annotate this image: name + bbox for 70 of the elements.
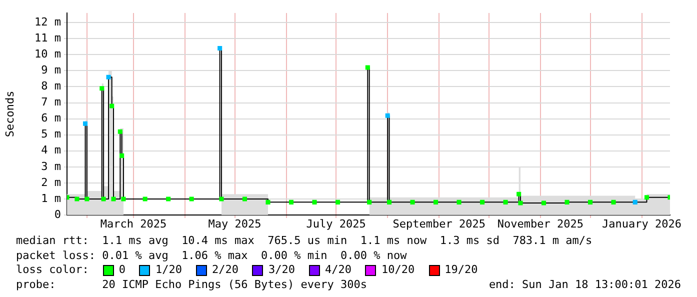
- text: probe: 20 ICMP Echo Pings (56 Bytes) every 300s: [16, 278, 367, 292]
- x-tick-label: May 2025: [208, 217, 262, 230]
- legend-label: 2/20: [212, 263, 238, 278]
- point: [365, 65, 370, 70]
- point: [83, 121, 88, 126]
- y-tick-label: 12 m: [34, 15, 62, 28]
- point: [242, 196, 248, 202]
- y-tick-label: 5 m: [41, 128, 62, 141]
- point: [111, 196, 116, 202]
- point: [288, 200, 294, 204]
- y-tick-label: 0: [54, 208, 61, 221]
- point: [516, 192, 522, 196]
- point: [120, 153, 124, 158]
- point: [611, 200, 616, 204]
- point: [564, 200, 570, 204]
- y-tick-label: 2 m: [41, 176, 62, 189]
- x-tick-label: November 2025: [497, 217, 584, 230]
- point: [588, 200, 593, 204]
- point: [110, 104, 114, 108]
- point: [84, 196, 90, 202]
- x-tick-label: March 2025: [100, 217, 167, 230]
- point: [336, 200, 340, 204]
- x-tick-label: September 2025: [392, 217, 486, 230]
- point: [219, 196, 224, 202]
- y-tick-label: 7 m: [41, 96, 62, 109]
- legend-label: 4/20: [324, 263, 352, 278]
- point: [106, 74, 111, 80]
- point: [74, 196, 80, 202]
- y-tick-label: 9 m: [41, 64, 62, 77]
- y-tick-label: 4 m: [41, 144, 62, 157]
- legend-label: 19/20: [444, 263, 478, 278]
- text: end: Sun Jan 18 13:00:01 2026: [488, 278, 681, 292]
- point: [632, 200, 638, 204]
- point: [434, 200, 438, 204]
- y-tick-label: 8 m: [41, 80, 62, 93]
- point: [367, 200, 372, 204]
- text: median rtt: 1.1 ms avg 10.4 ms max 765.5 us min 1.1 ms now 1.3 ms sd 783.1 m am/s: [16, 234, 594, 248]
- point: [385, 113, 390, 118]
- legend-label: 1/20: [155, 263, 182, 278]
- point: [166, 196, 171, 202]
- point: [189, 196, 194, 202]
- point: [410, 200, 415, 204]
- point: [503, 200, 508, 204]
- point: [386, 200, 392, 204]
- y-tick-label: 6 m: [41, 112, 62, 125]
- point: [142, 196, 148, 202]
- y-tick-label: 11 m: [34, 32, 62, 45]
- point: [541, 200, 546, 206]
- point: [312, 200, 317, 204]
- y-tick-label: 3 m: [41, 160, 62, 173]
- y-axis-title: Seconds: [3, 90, 16, 138]
- point: [480, 200, 485, 204]
- point: [100, 86, 104, 91]
- y-tick-label: 10 m: [34, 48, 62, 61]
- point: [121, 196, 126, 202]
- text: packet loss: 0.01 % avg 1.06 % max 0.00 % min 0.00 % now: [16, 248, 408, 263]
- point: [266, 200, 270, 204]
- legend-label: 10/20: [381, 263, 415, 278]
- x-tick-label: January 2026: [602, 217, 682, 230]
- x-tick-label: July 2025: [306, 217, 366, 230]
- legend-title: loss color:: [16, 263, 89, 278]
- point: [101, 196, 106, 202]
- legend-label: 3/20: [268, 263, 295, 278]
- point: [218, 46, 222, 51]
- point: [118, 129, 122, 134]
- point: [644, 195, 650, 200]
- point: [518, 200, 523, 206]
- legend-label: 0: [118, 263, 126, 278]
- y-tick-label: 1 m: [41, 192, 62, 205]
- point: [456, 200, 462, 204]
